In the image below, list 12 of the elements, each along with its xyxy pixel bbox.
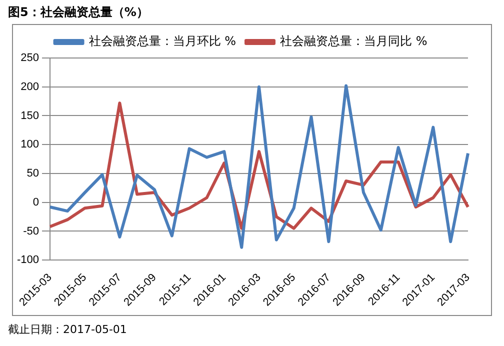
legend-label: 社会融资总量：当月环比 % xyxy=(88,34,236,48)
y-tick-label: 50 xyxy=(26,168,40,180)
y-tick-label: -50 xyxy=(23,225,40,238)
y-tick-label: 0 xyxy=(32,196,40,208)
y-tick-label: 150 xyxy=(20,110,40,122)
y-tick-label: 250 xyxy=(20,52,40,64)
y-tick-label: 100 xyxy=(20,138,40,151)
legend-label: 社会融资总量：当月同比 % xyxy=(280,34,428,48)
chart-title: 图5：社会融资总量（%） xyxy=(8,4,148,21)
y-tick-label: 200 xyxy=(20,80,40,93)
text: 截止日期：2017-05-01 xyxy=(8,322,127,337)
y-tick-label: -100 xyxy=(16,254,40,266)
